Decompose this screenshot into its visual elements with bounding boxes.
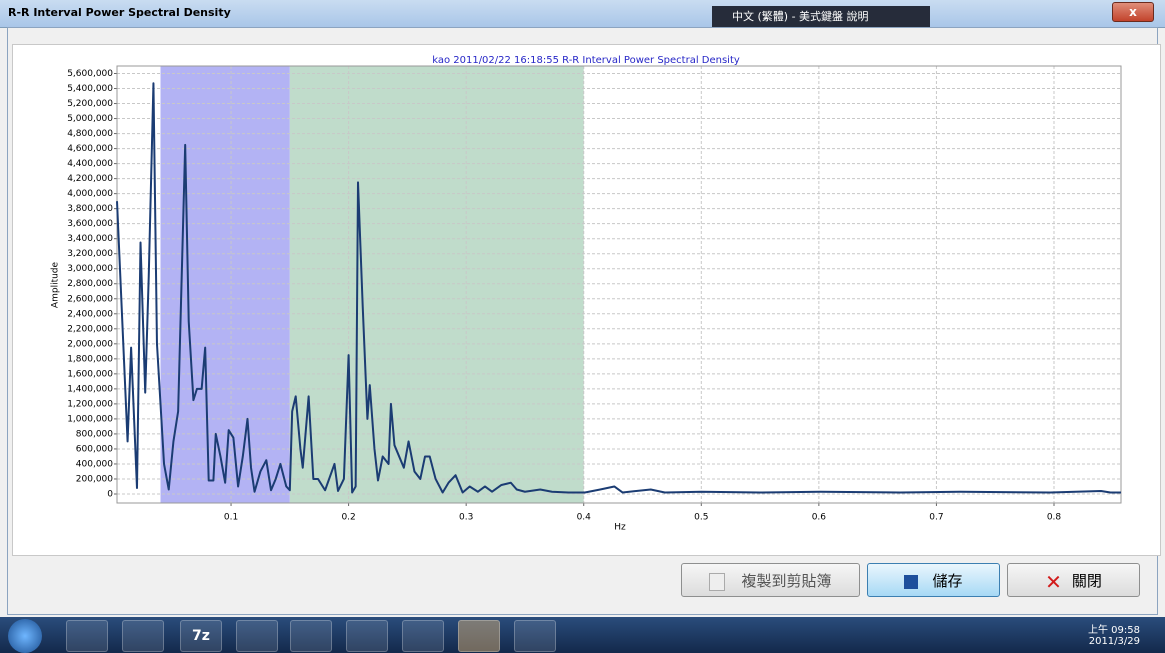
y-tick-label: 600,000 bbox=[76, 444, 113, 454]
y-tick-label: 3,600,000 bbox=[67, 219, 113, 229]
x-tick-label: 0.3 bbox=[459, 513, 473, 523]
y-tick-label: 4,400,000 bbox=[67, 159, 113, 169]
save-button[interactable]: 儲存 bbox=[867, 563, 1000, 597]
y-tick-label: 1,400,000 bbox=[67, 384, 113, 394]
y-tick-label: 800,000 bbox=[76, 429, 113, 439]
app-window: R-R Interval Power Spectral Density 中文 (… bbox=[0, 0, 1165, 653]
y-tick-label: 3,400,000 bbox=[67, 234, 113, 244]
taskbar-explorer[interactable] bbox=[66, 620, 108, 652]
y-tick-label: 400,000 bbox=[76, 459, 113, 469]
x-tick-label: 0.7 bbox=[929, 513, 943, 523]
y-tick-label: 3,200,000 bbox=[67, 249, 113, 259]
copy-label: 複製到剪貼簿 bbox=[741, 572, 831, 590]
y-axis-label: Amplitude bbox=[51, 261, 61, 308]
y-tick-label: 2,400,000 bbox=[67, 309, 113, 319]
taskbar-skype[interactable] bbox=[290, 620, 332, 652]
close-label: 關閉 bbox=[1072, 572, 1102, 590]
taskbar bbox=[0, 617, 1165, 653]
clock-time: 上午 09:58 bbox=[1080, 621, 1140, 636]
x-axis-label: Hz bbox=[614, 523, 626, 533]
taskbar-firefox[interactable] bbox=[122, 620, 164, 652]
x-tick-label: 0.4 bbox=[577, 513, 592, 523]
x-tick-label: 0.1 bbox=[224, 513, 238, 523]
y-tick-label: 3,000,000 bbox=[67, 264, 113, 274]
chart-title: kao 2011/02/22 16:18:55 R-R Interval Pow… bbox=[432, 55, 740, 66]
close-button[interactable]: ✕關閉 bbox=[1007, 563, 1140, 597]
x-tick-label: 0.2 bbox=[341, 513, 355, 523]
x-tick-label: 0.5 bbox=[694, 513, 708, 523]
y-tick-label: 200,000 bbox=[76, 474, 113, 484]
y-tick-label: 3,800,000 bbox=[67, 204, 113, 214]
y-tick-label: 4,600,000 bbox=[67, 144, 113, 154]
taskbar-word[interactable] bbox=[514, 620, 556, 652]
y-tick-label: 2,800,000 bbox=[67, 279, 113, 289]
y-tick-label: 1,800,000 bbox=[67, 354, 113, 364]
frequency-band bbox=[290, 66, 584, 503]
y-tick-label: 4,200,000 bbox=[67, 174, 113, 184]
y-tick-label: 4,000,000 bbox=[67, 189, 113, 199]
taskbar-app[interactable] bbox=[402, 620, 444, 652]
taskbar-app[interactable] bbox=[346, 620, 388, 652]
y-tick-label: 5,000,000 bbox=[67, 114, 113, 124]
start-button[interactable] bbox=[8, 619, 42, 653]
taskbar-app[interactable] bbox=[236, 620, 278, 652]
taskbar-hrv[interactable] bbox=[458, 620, 500, 652]
y-tick-label: 2,600,000 bbox=[67, 294, 113, 304]
x-tick-label: 0.8 bbox=[1047, 513, 1062, 523]
taskbar-7z[interactable]: 7z bbox=[180, 620, 222, 652]
y-tick-label: 2,200,000 bbox=[67, 324, 113, 334]
save-label: 儲存 bbox=[932, 572, 962, 590]
y-tick-label: 2,000,000 bbox=[67, 339, 113, 349]
frequency-band bbox=[160, 66, 289, 503]
y-tick-label: 5,400,000 bbox=[67, 84, 113, 94]
copy-button[interactable]: 複製到剪貼簿 bbox=[681, 563, 860, 597]
y-tick-label: 1,200,000 bbox=[67, 399, 113, 409]
y-tick-label: 1,000,000 bbox=[67, 414, 113, 424]
y-tick-label: 5,200,000 bbox=[67, 99, 113, 109]
y-tick-label: 5,600,000 bbox=[67, 69, 113, 79]
clock-date: 2011/3/29 bbox=[1080, 636, 1140, 647]
y-tick-label: 1,600,000 bbox=[67, 369, 113, 379]
y-tick-label: 4,800,000 bbox=[67, 129, 113, 139]
x-tick-label: 0.6 bbox=[812, 513, 827, 523]
chart: kao 2011/02/22 16:18:55 R-R Interval Pow… bbox=[0, 0, 1165, 560]
y-tick-label: 0 bbox=[107, 489, 113, 499]
